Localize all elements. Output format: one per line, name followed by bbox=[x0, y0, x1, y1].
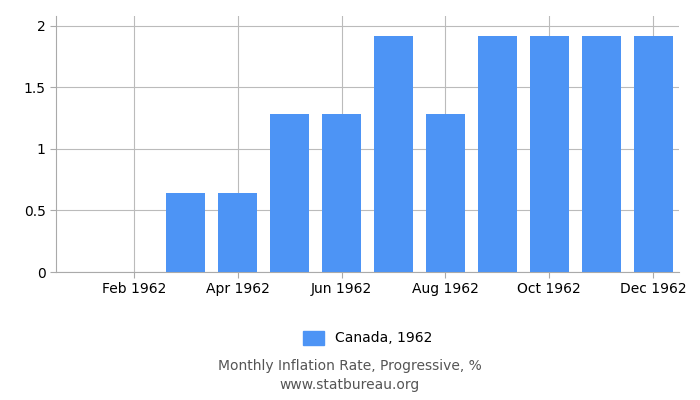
Bar bbox=[322, 114, 361, 272]
Bar bbox=[167, 193, 205, 272]
Bar bbox=[218, 193, 257, 272]
Bar bbox=[530, 36, 568, 272]
Bar bbox=[270, 114, 309, 272]
Text: Monthly Inflation Rate, Progressive, %: Monthly Inflation Rate, Progressive, % bbox=[218, 359, 482, 373]
Bar bbox=[426, 114, 465, 272]
Bar bbox=[582, 36, 621, 272]
Legend: Canada, 1962: Canada, 1962 bbox=[298, 325, 438, 351]
Bar bbox=[634, 36, 673, 272]
Bar bbox=[478, 36, 517, 272]
Bar bbox=[374, 36, 413, 272]
Text: www.statbureau.org: www.statbureau.org bbox=[280, 378, 420, 392]
